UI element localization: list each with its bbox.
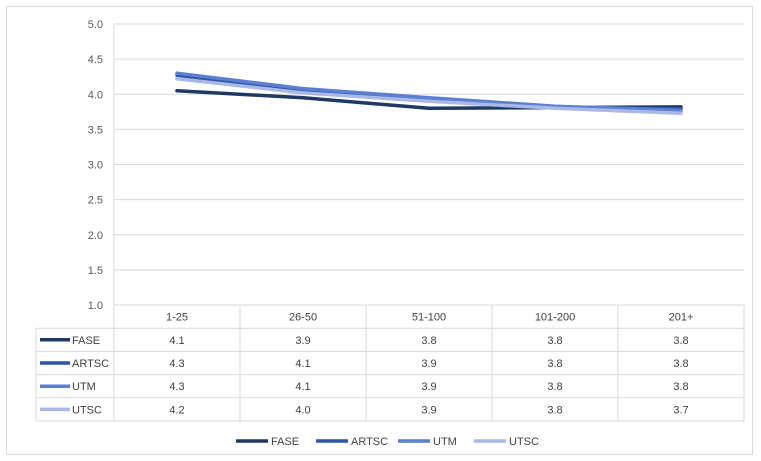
x-tick-label: 101-200 <box>535 312 575 324</box>
table-series-name: UTSC <box>72 404 102 416</box>
table-series-name: UTM <box>72 381 96 393</box>
data-table-value: 3.8 <box>673 358 688 370</box>
legend-label-artsc: ARTSC <box>351 436 388 448</box>
x-tick-label: 26-50 <box>289 312 317 324</box>
data-table-value: 4.1 <box>295 358 310 370</box>
table-series-name: FASE <box>72 335 100 347</box>
data-table-value: 3.8 <box>673 381 688 393</box>
series-line-utsc <box>175 77 683 115</box>
series-line-utm <box>175 71 683 113</box>
series-line-artsc <box>175 73 683 111</box>
data-table-value: 3.8 <box>673 335 688 347</box>
data-table-value: 3.8 <box>547 381 562 393</box>
data-table-value: 4.1 <box>169 335 184 347</box>
y-tick-label: 4.5 <box>88 54 103 66</box>
data-table-value: 3.8 <box>421 335 436 347</box>
data-table-value: 3.7 <box>673 404 688 416</box>
data-table-value: 3.8 <box>547 358 562 370</box>
data-table-value: 4.1 <box>295 381 310 393</box>
legend-label-utsc: UTSC <box>509 436 539 448</box>
y-tick-label: 3.0 <box>88 160 103 172</box>
x-tick-label: 1-25 <box>166 312 188 324</box>
data-table-value: 3.8 <box>547 335 562 347</box>
data-table-value: 3.8 <box>547 404 562 416</box>
y-tick-label: 4.0 <box>88 89 103 101</box>
data-table-value: 3.9 <box>421 404 436 416</box>
x-tick-label: 51-100 <box>412 312 446 324</box>
y-tick-label: 5.0 <box>88 19 103 31</box>
data-table-value: 4.2 <box>169 404 184 416</box>
y-tick-label: 2.0 <box>88 230 103 242</box>
y-tick-label: 3.5 <box>88 124 103 136</box>
chart-frame <box>6 6 753 455</box>
data-table-value: 4.3 <box>169 358 184 370</box>
table-series-name: ARTSC <box>72 358 109 370</box>
data-table-value: 3.9 <box>421 381 436 393</box>
y-tick-label: 1.0 <box>88 300 103 312</box>
legend-label-utm: UTM <box>433 436 457 448</box>
data-table-value: 3.9 <box>421 358 436 370</box>
data-table-value: 4.0 <box>295 404 310 416</box>
y-tick-label: 1.5 <box>88 265 103 277</box>
data-table-value: 3.9 <box>295 335 310 347</box>
legend-label-fase: FASE <box>271 436 299 448</box>
x-tick-label: 201+ <box>669 312 694 324</box>
data-table-value: 4.3 <box>169 381 184 393</box>
y-tick-label: 2.5 <box>88 195 103 207</box>
